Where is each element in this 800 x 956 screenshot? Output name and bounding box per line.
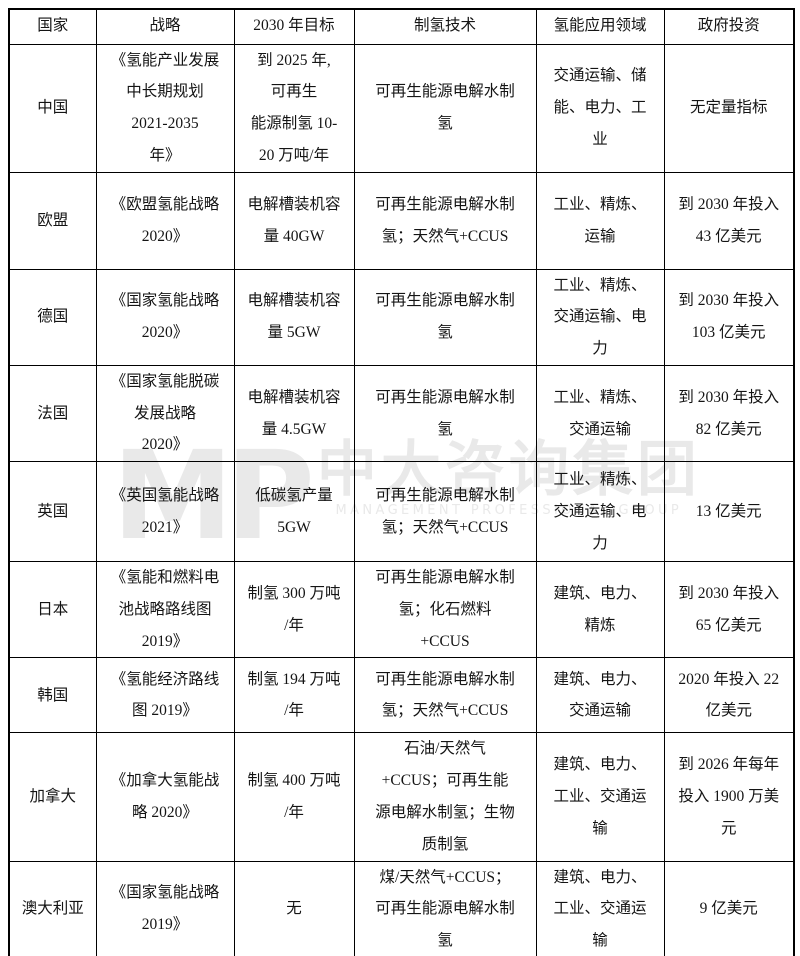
cell-strategy: 《国家氢能脱碳 发展战略 2020》	[95, 364, 235, 463]
cell-investment: 13 亿美元	[663, 461, 795, 563]
table-row-canada: 加拿大 《加拿大氢能战 略 2020》 制氢 400 万吨 /年 石油/天然气 …	[8, 732, 795, 862]
cell-tech: 可再生能源电解水制 氢	[353, 268, 537, 366]
cell-fields: 工业、精炼、 交通运输	[535, 364, 665, 463]
cell-strategy: 《国家氢能战略 2019》	[95, 860, 235, 956]
cell-target: 电解槽装机容 量 5GW	[233, 268, 355, 366]
cell-fields: 工业、精炼、 交通运输、电 力	[535, 268, 665, 366]
header-fields: 氢能应用领域	[535, 8, 665, 45]
cell-tech: 可再生能源电解水制 氢；天然气+CCUS	[353, 657, 537, 734]
header-target: 2030 年目标	[233, 8, 355, 45]
cell-target: 到 2025 年, 可再生 能源制氢 10- 20 万吨/年	[233, 43, 355, 173]
cell-fields: 建筑、电力、 交通运输	[535, 657, 665, 734]
cell-target: 低碳氢产量 5GW	[233, 461, 355, 563]
cell-target: 无	[233, 860, 355, 956]
table-row-france: 法国 《国家氢能脱碳 发展战略 2020》 电解槽装机容 量 4.5GW 可再生…	[8, 364, 795, 463]
cell-fields: 建筑、电力、 工业、交通运 输	[535, 860, 665, 956]
cell-target: 制氢 194 万吨 /年	[233, 657, 355, 734]
cell-country: 中国	[8, 43, 97, 173]
hydrogen-strategy-table: 国家 战略 2030 年目标 制氢技术 氢能应用领域 政府投资 中国 《氢能产业…	[8, 8, 795, 956]
cell-investment: 到 2030 年投入 82 亿美元	[663, 364, 795, 463]
cell-investment: 9 亿美元	[663, 860, 795, 956]
cell-strategy: 《氢能经济路线 图 2019》	[95, 657, 235, 734]
cell-strategy: 《加拿大氢能战 略 2020》	[95, 732, 235, 862]
cell-tech: 石油/天然气 +CCUS；可再生能 源电解水制氢；生物 质制氢	[353, 732, 537, 862]
table-row-china: 中国 《氢能产业发展 中长期规划 2021-2035 年》 到 2025 年, …	[8, 43, 795, 173]
header-row: 国家 战略 2030 年目标 制氢技术 氢能应用领域 政府投资	[8, 8, 795, 45]
cell-strategy: 《国家氢能战略 2020》	[95, 268, 235, 366]
cell-strategy: 《欧盟氢能战略 2020》	[95, 171, 235, 270]
cell-fields: 建筑、电力、 工业、交通运 输	[535, 732, 665, 862]
table-row-japan: 日本 《氢能和燃料电 池战略路线图 2019》 制氢 300 万吨 /年 可再生…	[8, 561, 795, 659]
cell-tech: 可再生能源电解水制 氢；天然气+CCUS	[353, 461, 537, 563]
cell-country: 欧盟	[8, 171, 97, 270]
cell-fields: 工业、精炼、 运输	[535, 171, 665, 270]
cell-investment: 到 2026 年每年 投入 1900 万美 元	[663, 732, 795, 862]
header-tech: 制氢技术	[353, 8, 537, 45]
cell-tech: 可再生能源电解水制 氢	[353, 43, 537, 173]
cell-investment: 到 2030 年投入 43 亿美元	[663, 171, 795, 270]
cell-strategy: 《氢能和燃料电 池战略路线图 2019》	[95, 561, 235, 659]
table-row-australia: 澳大利亚 《国家氢能战略 2019》 无 煤/天然气+CCUS； 可再生能源电解…	[8, 860, 795, 956]
cell-country: 英国	[8, 461, 97, 563]
cell-investment: 到 2030 年投入 103 亿美元	[663, 268, 795, 366]
cell-country: 加拿大	[8, 732, 97, 862]
cell-country: 法国	[8, 364, 97, 463]
cell-tech: 可再生能源电解水制 氢；天然气+CCUS	[353, 171, 537, 270]
cell-investment: 到 2030 年投入 65 亿美元	[663, 561, 795, 659]
cell-fields: 工业、精炼、 交通运输、电 力	[535, 461, 665, 563]
cell-target: 电解槽装机容 量 40GW	[233, 171, 355, 270]
cell-tech: 煤/天然气+CCUS； 可再生能源电解水制 氢	[353, 860, 537, 956]
cell-target: 制氢 300 万吨 /年	[233, 561, 355, 659]
cell-country: 澳大利亚	[8, 860, 97, 956]
cell-strategy: 《氢能产业发展 中长期规划 2021-2035 年》	[95, 43, 235, 173]
cell-investment: 2020 年投入 22 亿美元	[663, 657, 795, 734]
table-row-uk: 英国 《英国氢能战略 2021》 低碳氢产量 5GW 可再生能源电解水制 氢；天…	[8, 461, 795, 563]
cell-strategy: 《英国氢能战略 2021》	[95, 461, 235, 563]
cell-country: 德国	[8, 268, 97, 366]
header-strategy: 战略	[95, 8, 235, 45]
header-investment: 政府投资	[663, 8, 795, 45]
cell-fields: 交通运输、储 能、电力、工 业	[535, 43, 665, 173]
cell-country: 日本	[8, 561, 97, 659]
cell-country: 韩国	[8, 657, 97, 734]
cell-investment: 无定量指标	[663, 43, 795, 173]
table-row-korea: 韩国 《氢能经济路线 图 2019》 制氢 194 万吨 /年 可再生能源电解水…	[8, 657, 795, 734]
cell-tech: 可再生能源电解水制 氢	[353, 364, 537, 463]
cell-target: 电解槽装机容 量 4.5GW	[233, 364, 355, 463]
cell-fields: 建筑、电力、 精炼	[535, 561, 665, 659]
cell-target: 制氢 400 万吨 /年	[233, 732, 355, 862]
table-row-germany: 德国 《国家氢能战略 2020》 电解槽装机容 量 5GW 可再生能源电解水制 …	[8, 268, 795, 366]
table-row-eu: 欧盟 《欧盟氢能战略 2020》 电解槽装机容 量 40GW 可再生能源电解水制…	[8, 171, 795, 270]
cell-tech: 可再生能源电解水制 氢；化石燃料 +CCUS	[353, 561, 537, 659]
header-country: 国家	[8, 8, 97, 45]
